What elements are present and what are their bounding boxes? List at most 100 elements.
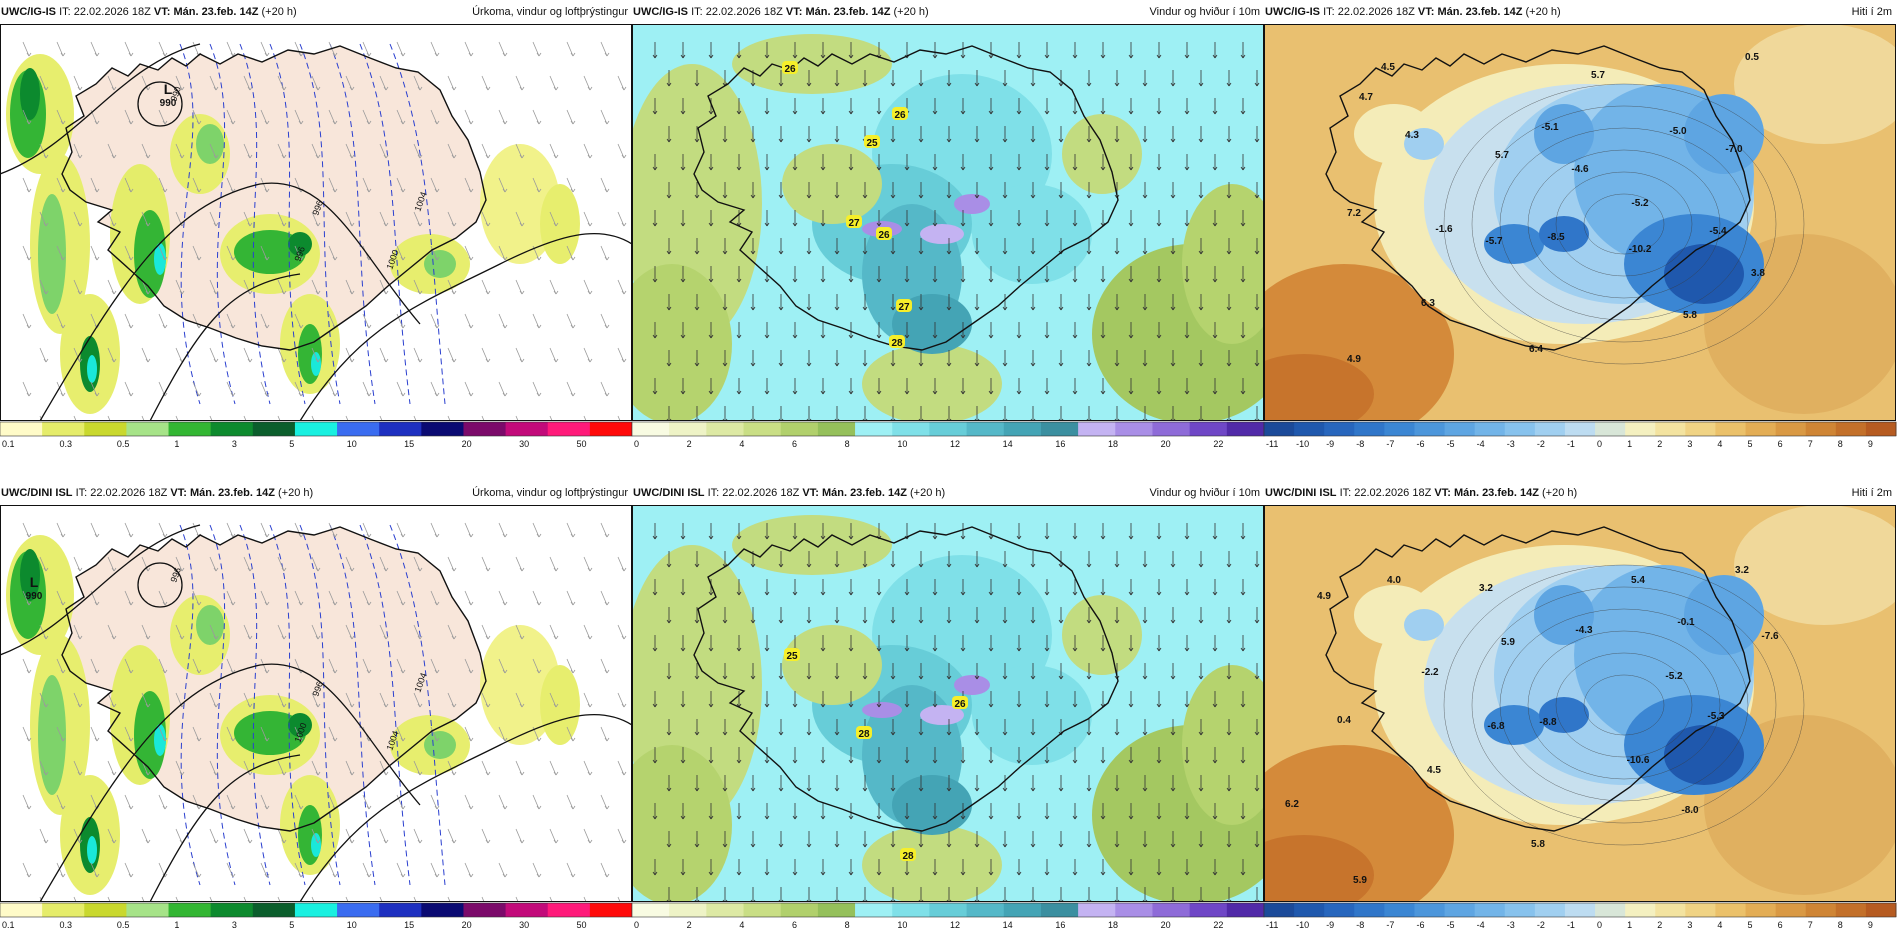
gust-label-box [876,227,892,240]
gust-label-box [896,299,912,312]
colorbar-swatch [669,422,707,436]
low-pressure-value: 990 [160,98,177,109]
field-blob [480,625,560,745]
map-area: 996 996 1000 1004 1004 L 990 [0,505,632,902]
temperature-label: 3.2 [1735,565,1749,576]
field-blob [1264,354,1374,421]
field-blob [1734,505,1896,625]
gust-label: 26 [954,699,966,710]
field-blob [311,833,321,857]
run-info: UWC/DINI ISL IT: 22.02.2026 18Z VT: Mán.… [1265,481,1577,505]
gust-label-box [952,696,968,709]
run-info: UWC/DINI ISL IT: 22.02.2026 18Z VT: Mán.… [1,481,313,505]
colorbar-tick: 6 [1778,920,1783,930]
land-fill [62,46,486,350]
colorbar-tick: 1 [1627,439,1632,449]
temperature-label: -6.8 [1487,721,1505,732]
lead-time: (+20 h) [893,6,929,18]
temperature-label: 3.2 [1479,583,1493,594]
temperature-label: -5.1 [1541,122,1559,133]
legend-temp: -11 -10 -9 -8 -7 -6 -5 -4 -3 -2 -1 0 1 2 3 4 5 6 7 8 9 [1263,421,1897,452]
colorbar-swatch [1324,903,1355,917]
colorbar-swatch [1745,422,1777,436]
colorbar-swatch [1865,422,1897,436]
colorbar-swatch [1504,422,1536,436]
temperature-label: 0.5 [1745,52,1759,63]
colorbar-tick: 16 [1055,920,1065,930]
field-blob [288,232,312,256]
colorbar-swatch [1152,903,1191,917]
gust-label: 26 [784,64,796,75]
product-title: Úrkoma, vindur og loftþrýstingur [472,6,628,18]
field-blob [862,702,902,718]
field-blob [288,713,312,737]
colorbar-tick: -7 [1386,920,1394,930]
run-info: UWC/DINI ISL IT: 22.02.2026 18Z VT: Mán.… [633,481,945,505]
colorbar-tick: 8 [845,920,850,930]
colorbar-swatch [1040,903,1079,917]
map-area: 990 996 996 1000 1004 L 990 [0,24,632,421]
colorbar-swatch [1294,903,1325,917]
colorbar-tick: 0 [1597,439,1602,449]
gust-label: 25 [866,138,878,149]
field-blob [1664,725,1744,785]
colorbar-tick: 20 [1161,439,1171,449]
temperature-label: -8.0 [1681,805,1699,816]
lead-time: (+20 h) [910,487,946,499]
colorbar-tick: 1 [174,439,179,449]
temperature-label: 4.9 [1317,591,1331,602]
isobar-label: 990 [168,85,183,103]
temperature-label: 5.8 [1531,839,1545,850]
colorbar-tick: -9 [1326,920,1334,930]
field-blob [424,731,456,759]
colorbar-tick: 8 [1838,920,1843,930]
field-blob [892,775,972,835]
colorbar-swatch [1715,903,1747,917]
colorbar-swatch [1835,422,1867,436]
colorbar-swatch [855,903,893,917]
colorbar-tick: 0.5 [117,920,130,930]
map-area: 4.5 5.7 0.5 4.7 4.3 -5.1 -5.0 5.7 -4.6 -7.0 -5.2 7.… [1264,24,1896,421]
map-area: 4.9 4.0 3.2 5.4 3.2 -4.3 -0.1 5.9 -7.6 -2.2 -5.2 0.… [1264,505,1896,902]
colorbar-swatch [337,422,380,436]
legend-precip: 0.1 0.3 0.5 1 3 5 10 15 20 30 50 [0,421,633,452]
colorbar-swatch [1264,903,1295,917]
init-time-label: IT: [1339,487,1352,499]
temperature-label: 6.2 [1285,799,1299,810]
valid-time: Mán. 23.feb. 14Z [805,6,891,18]
low-pressure-value: 990 [26,591,43,602]
model-name: UWC/DINI ISL [1,487,73,499]
temperature-label: 5.9 [1501,637,1515,648]
field-blob [1684,94,1764,174]
colorbar-tick: 6 [792,439,797,449]
colorbar-swatch [1835,903,1867,917]
colorbar-swatch [1354,903,1385,917]
isobar-label: 996 [292,245,307,263]
temperature-label: -8.5 [1547,232,1565,243]
colorbar-swatch [0,903,43,917]
isotherms [179,524,446,886]
colorbar-swatch [1595,903,1626,917]
isobar-label: 996 [168,566,183,584]
colorbar-swatch [294,903,338,917]
product-title: Hiti í 2m [1851,487,1892,499]
field-blob [424,250,456,278]
isobars [0,43,632,421]
colorbar-tick: 10 [347,920,357,930]
field-blob [20,68,40,120]
colorbar-swatch [168,903,212,917]
map-panel-wind: UWC/IG-IS IT: 22.02.2026 18Z VT: Mán. 23… [631,0,1265,460]
colorbar-tick: 20 [462,439,472,449]
panel-header: UWC/IG-IS IT: 22.02.2026 18Z VT: Mán. 23… [632,0,1264,24]
colorbar: 0.1 0.3 0.5 1 3 5 10 15 20 30 50 [0,421,633,449]
map-canvas: 4.5 5.7 0.5 4.7 4.3 -5.1 -5.0 5.7 -4.6 -7.0 -5.2 7.… [1264,24,1896,421]
field-blob [20,549,40,601]
colorbar-tick: 6 [1778,439,1783,449]
low-pressure-symbol: L [30,574,39,590]
init-time-label: IT: [1323,6,1335,18]
panel-header: UWC/IG-IS IT: 22.02.2026 18Z VT: Mán. 23… [1264,0,1896,24]
colorbar-swatch [1384,422,1415,436]
valid-time-label: VT: [170,487,187,499]
